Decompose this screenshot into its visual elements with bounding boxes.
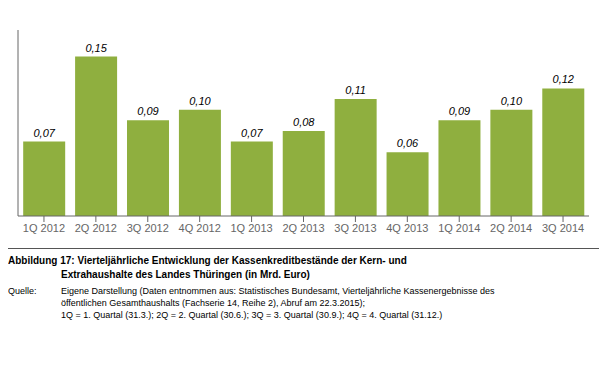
svg-text:2Q 2014: 2Q 2014 [490,222,532,234]
svg-text:3Q 2012: 3Q 2012 [127,222,169,234]
html-text:1Q = 1. Quartal (31.3.); 2Q =: 1Q = 1. Quartal (31.3.); 2Q = 2. Quartal… [61,310,443,320]
html-text:Extrahaushalte des Landes Thür: Extrahaushalte des Landes Thüringen (in … [61,269,310,280]
svg-text:4Q 2012: 4Q 2012 [179,222,221,234]
svg-text:3Q 2014: 3Q 2014 [542,222,584,234]
html-text:Quelle:: Quelle: [8,286,37,296]
svg-text:1Q 2013: 1Q 2013 [230,222,272,234]
html-text:Abbildung 17: Vierteljährliche: Abbildung 17: Vierteljährliche Entwicklu… [8,255,407,266]
svg-text:0,10: 0,10 [501,95,523,107]
svg-text:0,09: 0,09 [137,105,158,117]
svg-text:0,15: 0,15 [85,42,107,54]
html-text:öffentlichen Gesamthaushalts (: öffentlichen Gesamthaushalts (Fachserie … [61,298,365,308]
svg-text:4Q 2013: 4Q 2013 [386,222,428,234]
svg-text:1Q 2014: 1Q 2014 [438,222,480,234]
svg-text:0,07: 0,07 [33,127,55,139]
svg-text:0,06: 0,06 [397,137,419,149]
svg-text:0,07: 0,07 [241,127,263,139]
svg-text:3Q 2013: 3Q 2013 [334,222,376,234]
svg-text:2Q 2013: 2Q 2013 [282,222,324,234]
svg-text:0,10: 0,10 [189,95,211,107]
svg-text:0,12: 0,12 [553,73,574,85]
svg-text:0,09: 0,09 [449,105,470,117]
svg-text:0,08: 0,08 [293,116,315,128]
svg-text:0,11: 0,11 [345,84,366,96]
svg-text:2Q 2012: 2Q 2012 [75,222,117,234]
html-text:Eigene Darstellung (Daten entn: Eigene Darstellung (Daten entnommen aus:… [61,286,495,296]
svg-text:1Q 2012: 1Q 2012 [23,222,65,234]
